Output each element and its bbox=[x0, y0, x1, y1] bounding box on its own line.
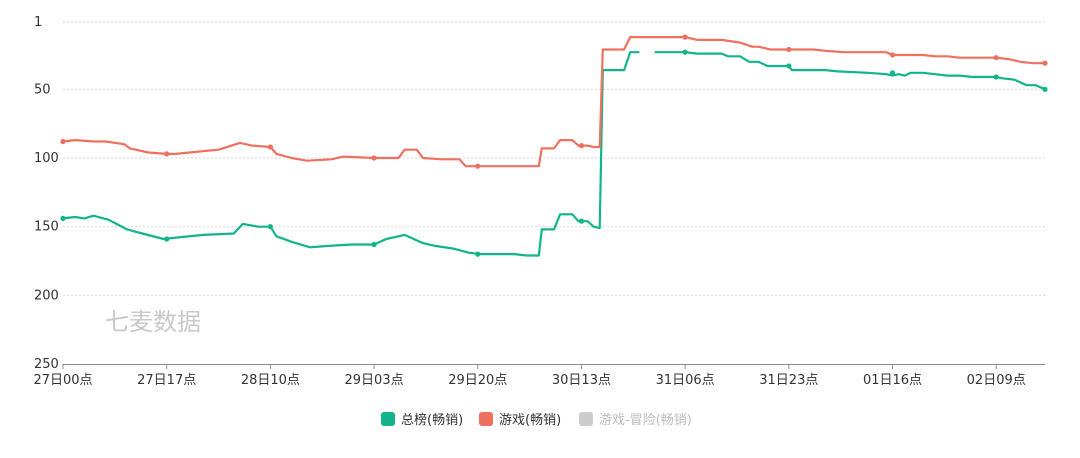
data-point bbox=[578, 218, 585, 224]
y-tick-label: 250 bbox=[34, 357, 59, 372]
data-point bbox=[786, 46, 792, 53]
data-point bbox=[164, 236, 170, 242]
x-tick-label: 31日06点 bbox=[656, 373, 715, 388]
legend-swatch bbox=[381, 412, 395, 426]
data-point bbox=[164, 151, 170, 157]
data-point bbox=[993, 74, 999, 80]
x-tick-label: 27日17点 bbox=[137, 373, 196, 388]
data-point bbox=[786, 63, 792, 69]
data-point bbox=[889, 52, 896, 58]
x-tick-label: 01日16点 bbox=[863, 373, 922, 388]
series-line bbox=[62, 36, 1045, 168]
x-tick-label: 02日09点 bbox=[967, 373, 1026, 388]
data-point bbox=[267, 224, 273, 230]
x-tick-label: 29日03点 bbox=[345, 373, 404, 388]
series-1 bbox=[60, 49, 1048, 257]
legend-swatch bbox=[579, 412, 593, 426]
y-tick-label: 100 bbox=[34, 151, 59, 166]
data-point bbox=[371, 155, 377, 161]
y-tick-label: 200 bbox=[34, 288, 59, 303]
y-tick-label: 150 bbox=[34, 220, 59, 235]
data-point bbox=[60, 138, 66, 145]
series-line bbox=[62, 51, 1046, 257]
legend-label: 游戏-冒险(畅销) bbox=[599, 413, 692, 428]
grid-lines bbox=[63, 21, 1045, 296]
series-2 bbox=[60, 34, 1048, 169]
x-tick-label: 30日13点 bbox=[552, 373, 611, 388]
x-tick-label: 28日10点 bbox=[241, 373, 300, 388]
legend-item-1[interactable]: 总榜(畅销) bbox=[381, 412, 463, 428]
legend-label: 总榜(畅销) bbox=[401, 412, 463, 428]
x-axis-labels: 27日00点 27日17点 28日10点 29日03点 29日20点 30日13点 31日0… bbox=[33, 364, 1026, 388]
legend-item-2[interactable]: 游戏(畅销) bbox=[479, 412, 561, 428]
x-tick-label: 31日23点 bbox=[759, 373, 818, 388]
data-point bbox=[682, 49, 688, 55]
y-tick-label: 50 bbox=[34, 82, 51, 97]
data-point bbox=[578, 143, 585, 149]
legend-label: 游戏(畅销) bbox=[499, 413, 561, 428]
data-point bbox=[1042, 60, 1048, 66]
data-point bbox=[993, 55, 999, 61]
legend: 总榜(畅销) 游戏(畅销) 游戏-冒险(畅销) bbox=[381, 412, 692, 428]
data-point bbox=[682, 34, 688, 40]
data-point bbox=[371, 241, 377, 248]
data-point bbox=[1042, 86, 1048, 92]
series-lines bbox=[60, 34, 1048, 257]
watermark-text: 七麦数据 bbox=[105, 308, 201, 336]
x-tick-label: 27日00点 bbox=[33, 373, 92, 388]
legend-swatch bbox=[479, 412, 493, 426]
data-point bbox=[60, 215, 66, 222]
y-tick-label: 1 bbox=[34, 15, 42, 30]
data-point bbox=[475, 163, 481, 169]
legend-item-3[interactable]: 游戏-冒险(畅销) bbox=[579, 412, 692, 428]
data-point bbox=[475, 251, 481, 257]
data-point bbox=[889, 70, 896, 76]
x-tick-label: 29日20点 bbox=[448, 373, 507, 388]
data-point bbox=[267, 144, 273, 150]
